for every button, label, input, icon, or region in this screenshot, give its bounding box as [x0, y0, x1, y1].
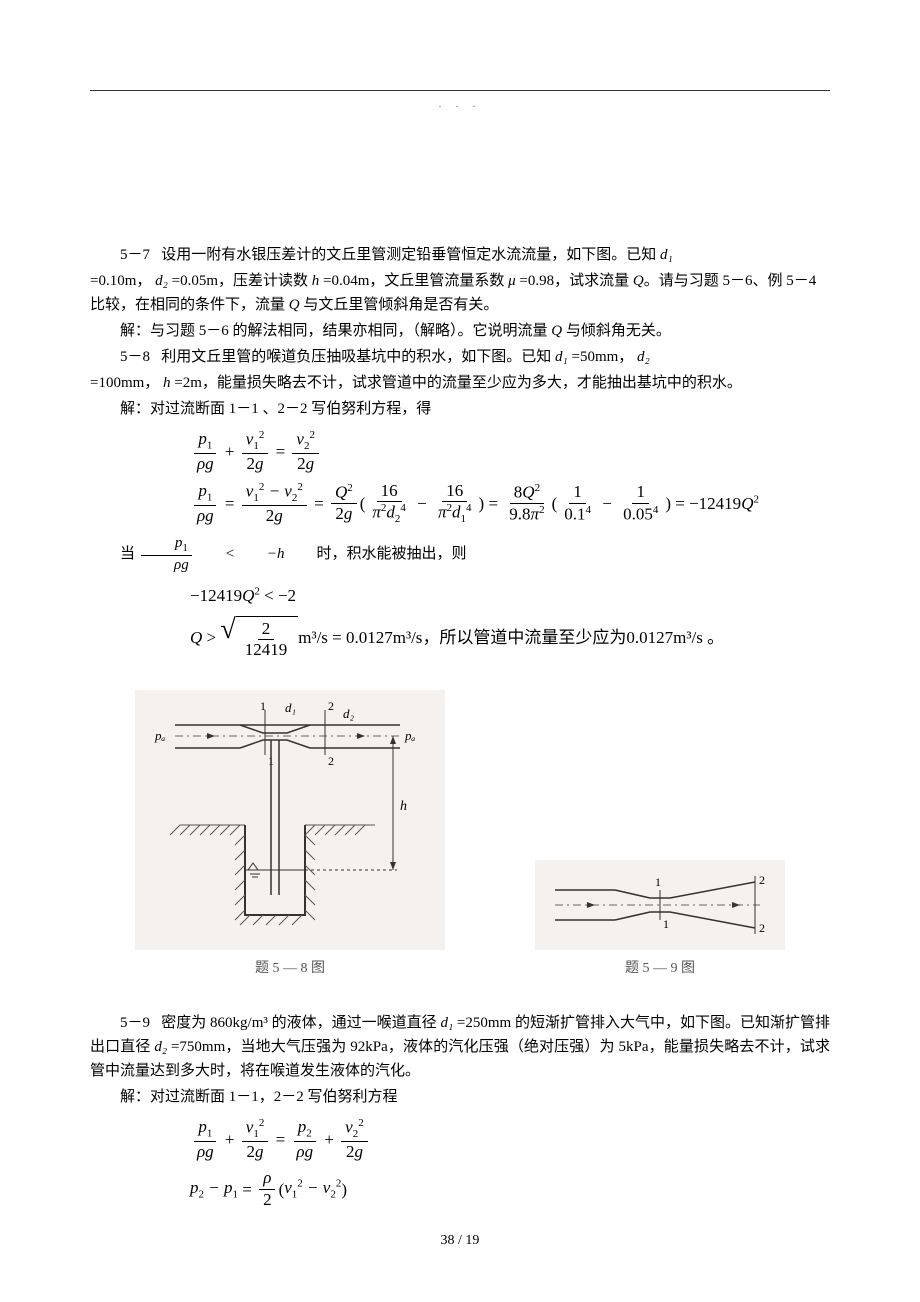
- equation-block-1: p1ρg + v122g = v222g p1ρg = v12 − v222g …: [190, 429, 830, 526]
- figure-5-9: 1 1 2 2 题 5 — 9 图: [535, 860, 785, 980]
- neg-h: −h: [237, 542, 285, 566]
- sec1: 1: [260, 700, 266, 713]
- pa-right: pₐ: [404, 728, 416, 743]
- eq3: −12419 Q2 < −2: [190, 582, 830, 609]
- equation-block-2: −12419 Q2 < −2 Q > √212419 m³/s = 0.0127…: [190, 582, 830, 660]
- var-d2: d₂: [154, 1039, 167, 1055]
- page-footer: 38 / 19: [0, 1230, 920, 1252]
- text: 解：对过流断面 1－1，2－2 写伯努利方程: [120, 1089, 398, 1105]
- problem-5-9: 5－9 密度为 860kg/m³ 的液体，通过一喉道直径 d₁ =250mm 的…: [90, 1011, 830, 1083]
- num: 9.8: [509, 505, 530, 524]
- text: =2m，能量损失略去不计，试求管道中的流量至少应为多大，才能抽出基坑中的积水。: [174, 375, 742, 391]
- num: 12419: [241, 640, 292, 660]
- var-d2: d₂: [155, 273, 168, 289]
- text: 设用一附有水银压差计的文丘里管测定铅垂管恒定水流流量，如下图。已知: [161, 247, 656, 263]
- text: =0.98，试求流量: [519, 273, 629, 289]
- sec2b: 2: [328, 754, 334, 768]
- prob-num: 5－7: [120, 247, 150, 263]
- problem-5-7-line2: =0.10m， d₂ =0.05m，压差计读数 h =0.04m，文丘里管流量系…: [90, 269, 830, 317]
- problem-5-8: 5－8 利用文丘里管的喉道负压抽吸基坑中的积水，如下图。已知 d₁ =50mm，…: [90, 345, 830, 369]
- sec2b: 2: [759, 921, 765, 935]
- header-dots: . . .: [90, 97, 830, 113]
- var-d1: d₁: [440, 1015, 453, 1031]
- var-Q: Q: [289, 297, 300, 313]
- var-mu: μ: [508, 273, 516, 289]
- condition-line: 当 p1ρg < −h 时，积水能被抽出，则: [90, 534, 830, 574]
- var-d2: d₂: [637, 349, 650, 365]
- num: 16: [442, 481, 467, 502]
- eq2: p1ρg = v12 − v222g = Q22g ( 16π2d24 − 16…: [190, 481, 830, 527]
- var-d1: d₁: [660, 247, 673, 263]
- unit: m³/s: [298, 624, 328, 651]
- eq6: p2 − p1 = ρ2 ( v12 − v22 ): [190, 1168, 830, 1210]
- prob-num: 5－9: [120, 1015, 150, 1031]
- problem-5-9-sol: 解：对过流断面 1－1，2－2 写伯努利方程: [90, 1085, 830, 1109]
- problem-5-8-line2: =100mm， h =2m，能量损失略去不计，试求管道中的流量至少应为多大，才能…: [90, 371, 830, 395]
- header-rule: [90, 90, 830, 91]
- problem-5-8-sol-intro: 解：对过流断面 1－1 、2－2 写伯努利方程，得: [90, 397, 830, 421]
- text: =0.05m，压差计读数: [172, 273, 308, 289]
- text: =0.04m，文丘里管流量系数: [323, 273, 504, 289]
- lt: <: [195, 542, 235, 566]
- var-d1: d₁: [555, 349, 568, 365]
- eq1: p1ρg + v122g = v222g: [190, 429, 830, 475]
- num: −12419: [190, 582, 242, 609]
- num: 8: [514, 483, 523, 502]
- sec2: 2: [328, 700, 334, 713]
- num: 0.1: [564, 504, 585, 523]
- problem-5-7: 5－7 设用一附有水银压差计的文丘里管测定铅垂管恒定水流流量，如下图。已知 d₁: [90, 243, 830, 267]
- sec2: 2: [759, 873, 765, 887]
- text: 当: [90, 542, 135, 566]
- text: =100mm，: [90, 375, 159, 391]
- prob-num: 5－8: [120, 349, 150, 365]
- h-lbl: h: [400, 799, 407, 814]
- num: 2: [258, 619, 275, 640]
- var-h: h: [312, 273, 320, 289]
- sec1b: 1: [663, 917, 669, 931]
- var-Q: Q: [551, 323, 562, 339]
- fig59-svg: 1 1 2 2: [545, 870, 775, 940]
- num: 16: [377, 481, 402, 502]
- figure-5-8: 1 1 2 2 pₐ pₐ d₁ d₂: [135, 690, 445, 980]
- fig58-caption: 题 5 — 8 图: [135, 958, 445, 980]
- num: 0.0127: [346, 624, 393, 651]
- text: 解：对过流断面 1－1 、2－2 写伯努利方程，得: [120, 401, 431, 417]
- d2-lbl: d₂: [343, 706, 355, 721]
- var-h: h: [163, 375, 171, 391]
- eq5: p1ρg + v122g = p2ρg + v222g: [190, 1117, 830, 1163]
- text: 与倾斜角无关。: [566, 323, 671, 339]
- d1-lbl: d₁: [285, 700, 296, 715]
- sec1: 1: [655, 875, 661, 889]
- num: 0.05: [623, 504, 653, 523]
- problem-5-7-solution: 解：与习题 5－6 的解法相同，结果亦相同，（解略）。它说明流量 Q 与倾斜角无…: [90, 319, 830, 343]
- fig59-caption: 题 5 — 9 图: [535, 958, 785, 980]
- text: 与文丘里管倾斜角是否有关。: [303, 297, 498, 313]
- figures-row: 1 1 2 2 pₐ pₐ d₁ d₂: [90, 690, 830, 980]
- unit: m³/s: [393, 624, 423, 651]
- fig58-svg: 1 1 2 2 pₐ pₐ d₁ d₂: [145, 700, 435, 940]
- var-Q: Q: [633, 273, 644, 289]
- equation-block-3: p1ρg + v122g = p2ρg + v222g p2 − p1 = ρ2…: [190, 1117, 830, 1210]
- eq4: Q > √212419 m³/s = 0.0127 m³/s ，所以管道中流量至…: [190, 616, 830, 661]
- text: =50mm，: [572, 349, 634, 365]
- text: =0.10m，: [90, 273, 151, 289]
- pa-left: pₐ: [154, 728, 166, 743]
- text: 密度为 860kg/m³ 的液体，通过一喉道直径: [161, 1015, 436, 1031]
- num: −12419: [689, 490, 741, 517]
- text: =750mm，当地大气压强为 92kPa，液体的汽化压强（绝对压强）为 5kPa…: [90, 1039, 830, 1079]
- text: 解：与习题 5－6 的解法相同，结果亦相同，（解略）。它说明流量: [120, 323, 548, 339]
- text: 时，积水能被抽出，则: [286, 542, 466, 566]
- text: ，所以管道中流量至少应为0.0127m³/s 。: [422, 624, 724, 651]
- text: 利用文丘里管的喉道负压抽吸基坑中的积水，如下图。已知: [161, 349, 551, 365]
